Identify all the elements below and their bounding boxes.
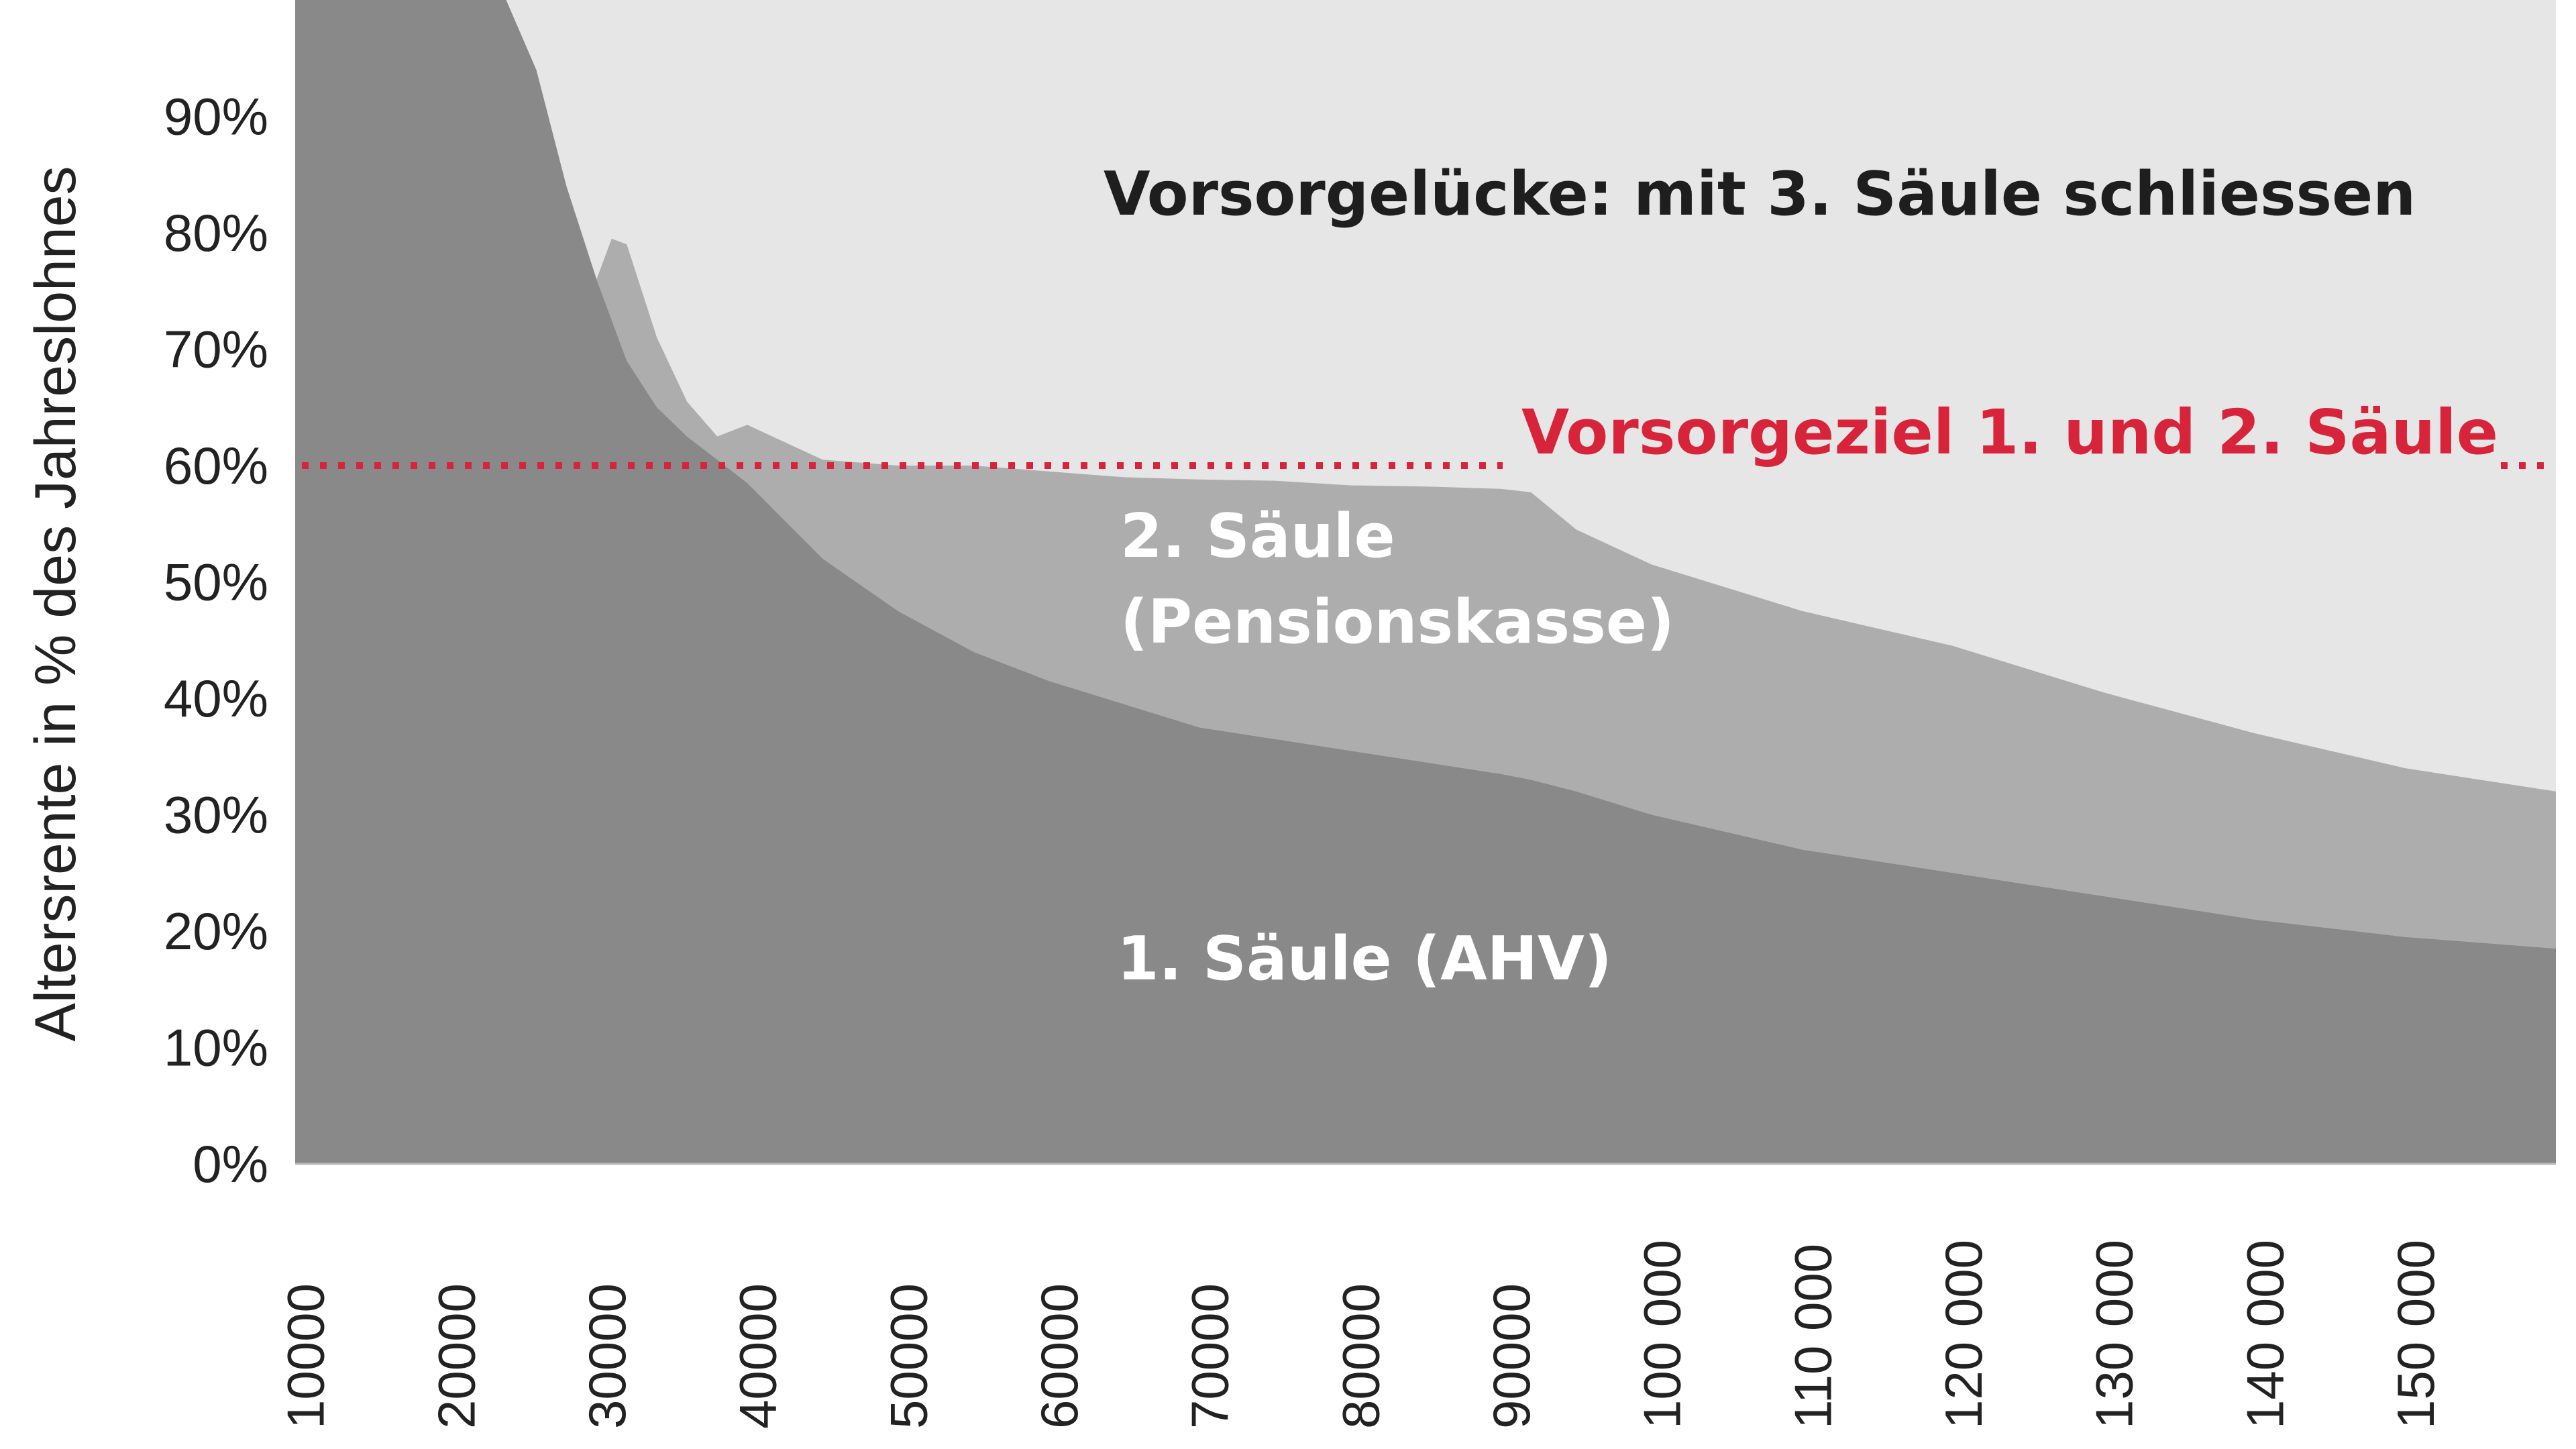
areas — [295, 0, 2556, 1164]
y-tick-label: 40% — [164, 669, 268, 728]
x-tick-label: 120 000 — [1934, 1240, 1993, 1429]
x-tick-label: 130 000 — [2085, 1240, 2144, 1429]
x-tick-label: 40000 — [729, 1283, 788, 1429]
y-tick-label: 10% — [164, 1018, 268, 1077]
x-tick-label: 140 000 — [2235, 1240, 2294, 1429]
y-tick-label: 80% — [164, 203, 268, 262]
x-tick-label: 90000 — [1482, 1283, 1541, 1429]
x-tick-label: 70000 — [1181, 1283, 1240, 1429]
x-tick-label: 10000 — [276, 1283, 335, 1429]
target-line-label: Vorsorgeziel 1. und 2. Säule — [1521, 396, 2498, 468]
area-series-1 — [295, 0, 2556, 1164]
x-tick-label: 110 000 — [1783, 1244, 1842, 1429]
y-tick-label: 20% — [164, 902, 268, 961]
gap-area-label: Vorsorgelücke: mit 3. Säule schliessen — [1104, 159, 2416, 229]
x-tick-label: 30000 — [578, 1283, 637, 1429]
x-tick-label: 50000 — [879, 1283, 938, 1429]
x-tick-label: 150 000 — [2386, 1240, 2445, 1429]
x-tick-label: 80000 — [1331, 1283, 1390, 1429]
x-tick-label: 60000 — [1030, 1283, 1089, 1429]
y-axis-label: Altersrente in % des Jahreslohnes — [23, 166, 88, 1041]
y-axis-ticks: 0% 10% 20% 30% 40% 50% 60% 70% 80% 90% — [164, 87, 268, 1194]
area-series-2 — [295, 0, 2556, 949]
y-tick-label: 70% — [164, 320, 268, 379]
x-axis-ticks: 10000 20000 30000 40000 50000 60000 70000 80000… — [276, 1240, 2445, 1429]
y-tick-label: 90% — [164, 87, 268, 146]
y-tick-label: 50% — [164, 553, 268, 612]
second-pillar-label: 2. Säule (Pensionskasse) — [1120, 501, 1674, 657]
x-tick-label: 100 000 — [1633, 1240, 1692, 1429]
second-pillar-label-line2: (Pensionskasse) — [1120, 587, 1674, 657]
x-tick-label: 20000 — [427, 1283, 486, 1429]
y-tick-label: 0% — [193, 1134, 268, 1193]
y-tick-label: 30% — [164, 786, 268, 845]
first-pillar-label: 1. Säule (AHV) — [1117, 924, 1612, 994]
y-tick-label: 60% — [164, 436, 268, 495]
second-pillar-label-line1: 2. Säule — [1120, 501, 1395, 572]
